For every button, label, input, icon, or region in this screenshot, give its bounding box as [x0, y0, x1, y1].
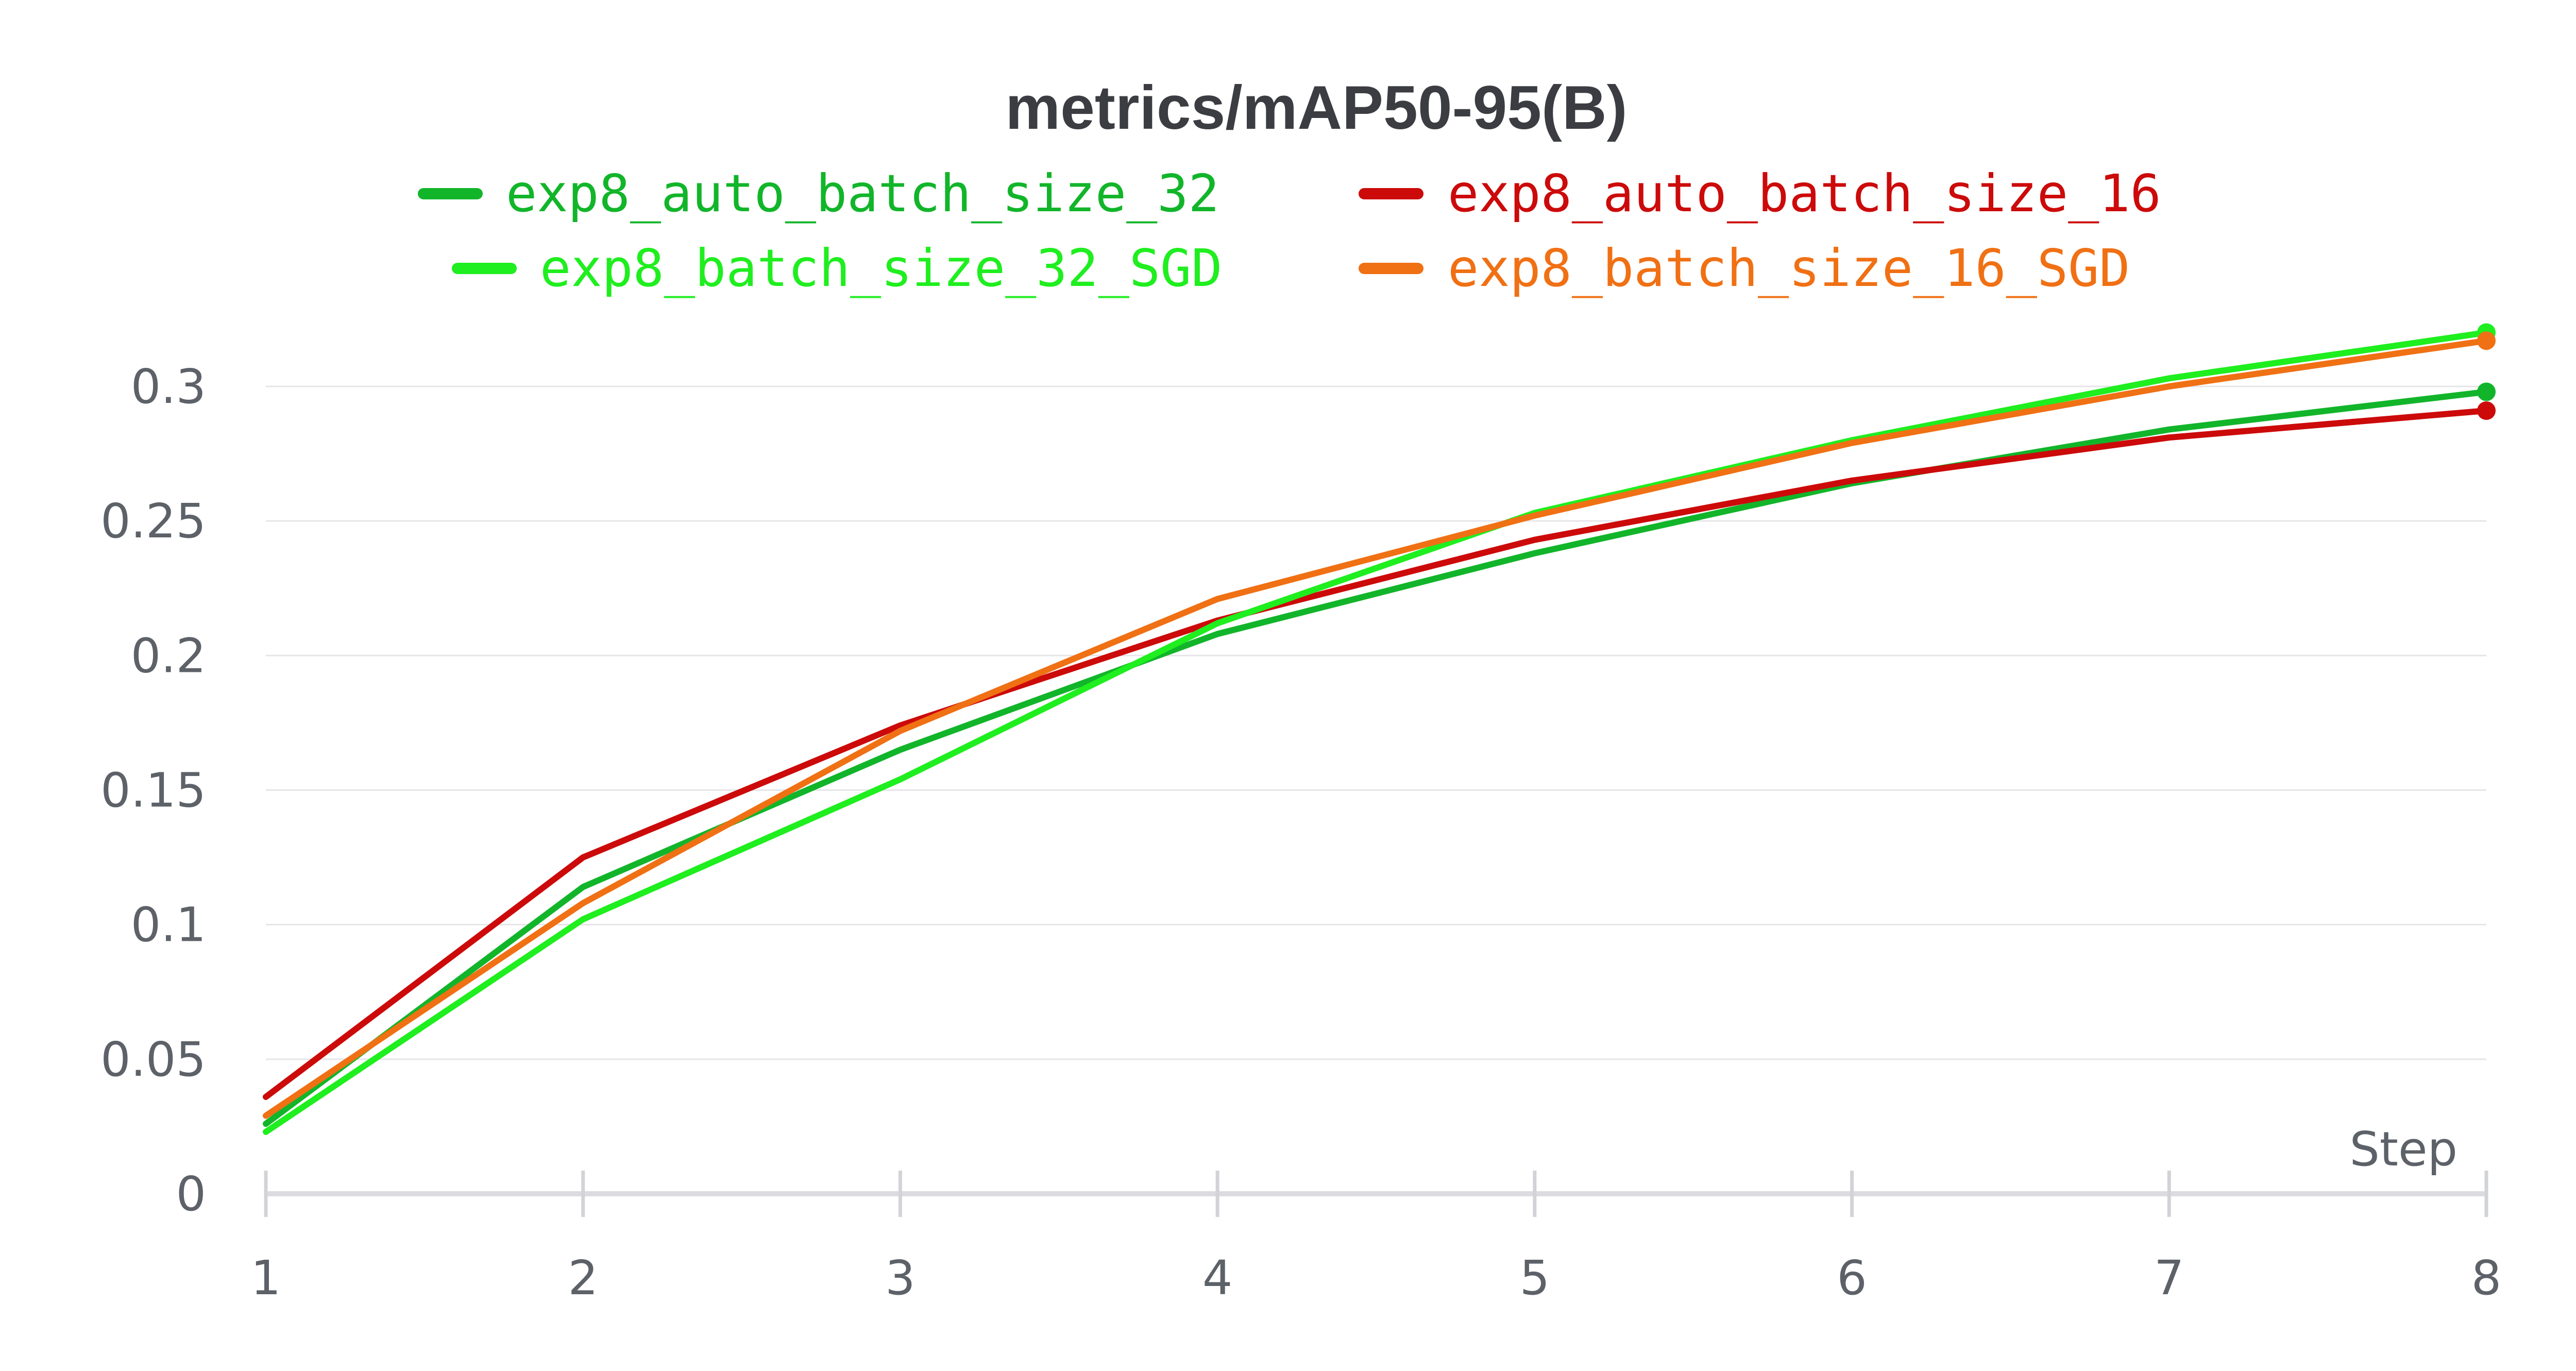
y-tick-label: 0.15	[100, 763, 206, 818]
y-tick-label: 0.2	[131, 628, 206, 683]
series-end-point	[2477, 401, 2496, 420]
series-lines	[263, 323, 2496, 1135]
x-tick-label: 7	[2154, 1250, 2184, 1306]
legend-label: exp8_batch_size_16_SGD	[1448, 238, 2130, 298]
y-tick-label: 0	[176, 1166, 206, 1222]
x-axis: 1 2 3 4 5 6 7 8	[251, 1171, 2502, 1306]
x-tick-label: 3	[885, 1250, 916, 1306]
legend: exp8_auto_batch_size_32 exp8_auto_batch_s…	[418, 163, 2161, 298]
x-tick-label: 4	[1202, 1250, 1233, 1306]
x-tick-label: 5	[1520, 1250, 1550, 1306]
y-tick-label: 0.1	[131, 898, 206, 953]
series-line	[263, 329, 2489, 1135]
series-line	[263, 408, 2489, 1100]
legend-label: exp8_auto_batch_size_32	[506, 163, 1219, 224]
x-tick-label: 6	[1837, 1250, 1867, 1306]
legend-label: exp8_auto_batch_size_16	[1448, 163, 2161, 224]
y-tick-label: 0.25	[100, 494, 206, 549]
series-end-point	[2477, 331, 2496, 350]
x-tick-label: 1	[251, 1250, 281, 1306]
y-tick-label: 0.05	[100, 1032, 206, 1087]
x-tick-label: 8	[2471, 1250, 2502, 1306]
legend-label: exp8_batch_size_32_SGD	[540, 238, 1223, 298]
series-end-point	[2477, 382, 2496, 401]
chart-title: metrics/mAP50-95(B)	[1005, 73, 1627, 142]
x-axis-label: Step	[2350, 1122, 2458, 1177]
x-tick-label: 2	[568, 1250, 598, 1306]
y-tick-label: 0.3	[131, 359, 206, 414]
series-line	[263, 388, 2489, 1127]
gridlines	[266, 385, 2486, 1060]
y-axis: 0 0.05 0.1 0.15 0.2 0.25 0.3	[100, 359, 206, 1222]
series-line	[263, 337, 2489, 1119]
